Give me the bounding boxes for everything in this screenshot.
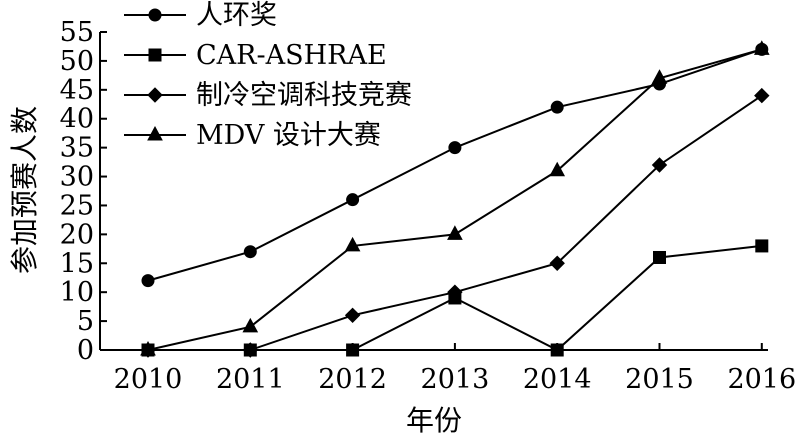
x-tick-label: 2010: [114, 364, 183, 395]
legend-label: 人环奖: [196, 0, 277, 31]
x-tick-label: 2016: [727, 364, 796, 395]
data-point-diamond: [651, 157, 668, 173]
data-point-square: [755, 239, 769, 253]
data-point-circle: [346, 193, 360, 207]
data-point-square: [653, 250, 666, 264]
data-point-circle: [141, 274, 155, 288]
data-point-triangle: [753, 40, 770, 55]
data-point-square: [346, 343, 360, 357]
data-point-triangle: [651, 69, 668, 84]
legend-marker-circle: [148, 8, 162, 22]
legend-marker-diamond: [147, 87, 163, 103]
legend-label: MDV 设计大赛: [196, 120, 381, 151]
data-point-triangle: [344, 236, 361, 252]
legend-marker-triangle: [147, 125, 163, 141]
x-tick-label: 2012: [318, 364, 387, 395]
legend: 人环奖 CAR-ASHRAE 制冷空调科技竞赛 MDV 设计大赛: [124, 0, 412, 151]
series-triangle: [140, 40, 770, 356]
x-tick-label: 2011: [216, 364, 285, 395]
y-axis-title: 参加预赛人数: [8, 106, 41, 274]
data-point-triangle: [447, 225, 463, 240]
x-tick-label: 2015: [625, 364, 694, 395]
y-tick-label: 35: [60, 133, 94, 164]
y-tick-label: 10: [60, 277, 94, 308]
y-tick-label: 45: [60, 75, 94, 106]
y-tick-label: 25: [60, 190, 94, 221]
data-point-diamond: [549, 255, 565, 271]
data-point-circle: [243, 245, 257, 259]
y-tick-label: 55: [60, 17, 94, 48]
y-tick-label: 50: [60, 46, 94, 77]
x-ticks: 2010 2011 2012 2013 2014 2015 2016: [114, 343, 796, 395]
data-point-diamond: [754, 87, 770, 104]
y-tick-label: 15: [60, 248, 94, 279]
data-point-circle: [448, 141, 462, 155]
x-tick-label: 2014: [523, 364, 592, 395]
y-tick-label: 5: [77, 306, 94, 337]
legend-label: CAR-ASHRAE: [196, 40, 387, 71]
y-tick-label: 20: [60, 219, 94, 250]
legend-label: 制冷空调科技竞赛: [196, 80, 412, 111]
legend-marker-square: [148, 48, 162, 62]
data-point-square: [550, 343, 564, 357]
series-layer: [140, 40, 770, 358]
y-tick-label: 0: [77, 335, 94, 366]
legend-item: MDV 设计大赛: [124, 120, 381, 151]
data-point-diamond: [344, 307, 361, 324]
data-point-triangle: [549, 161, 566, 177]
x-axis-title: 年份: [406, 404, 462, 437]
legend-item: 人环奖: [124, 0, 277, 31]
data-point-triangle: [242, 317, 259, 333]
data-point-circle: [550, 100, 564, 114]
data-point-diamond: [242, 342, 259, 358]
x-tick-label: 2013: [421, 364, 490, 395]
data-point-diamond: [447, 284, 463, 300]
series-diamond: [140, 87, 770, 358]
data-point-triangle: [140, 340, 156, 356]
y-tick-label: 40: [60, 104, 94, 135]
legend-item: 制冷空调科技竞赛: [124, 80, 412, 111]
y-tick-label: 30: [60, 162, 94, 193]
legend-item: CAR-ASHRAE: [124, 40, 387, 71]
